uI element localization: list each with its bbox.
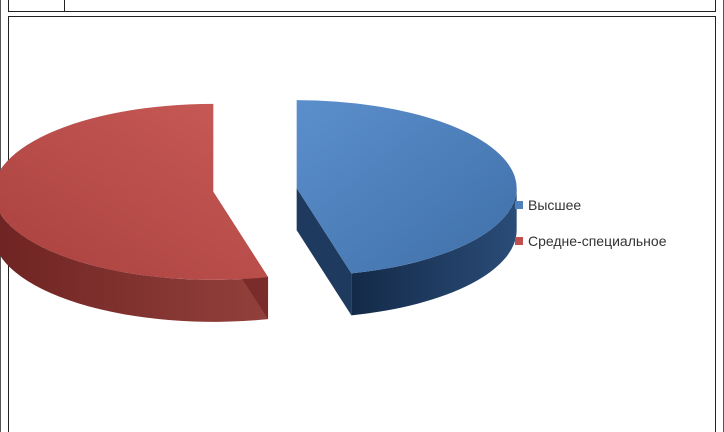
- legend-item-0: Высшее: [515, 196, 666, 214]
- legend: Высшее Средне-специальное: [515, 196, 666, 268]
- legend-swatch-1: [515, 237, 523, 245]
- legend-item-1: Средне-специальное: [515, 232, 666, 250]
- legend-swatch-0: [515, 201, 523, 209]
- slice-side-1: [0, 213, 269, 322]
- slice-0: [296, 100, 517, 274]
- legend-label-0: Высшее: [528, 197, 582, 213]
- legend-label-1: Средне-специальное: [528, 233, 667, 249]
- slice-1: [0, 103, 269, 280]
- slice-cut-face-0: [296, 188, 352, 316]
- table-cell-divider: [64, 0, 65, 12]
- table-row-top: [8, 0, 716, 12]
- slice-side-0: [351, 188, 517, 316]
